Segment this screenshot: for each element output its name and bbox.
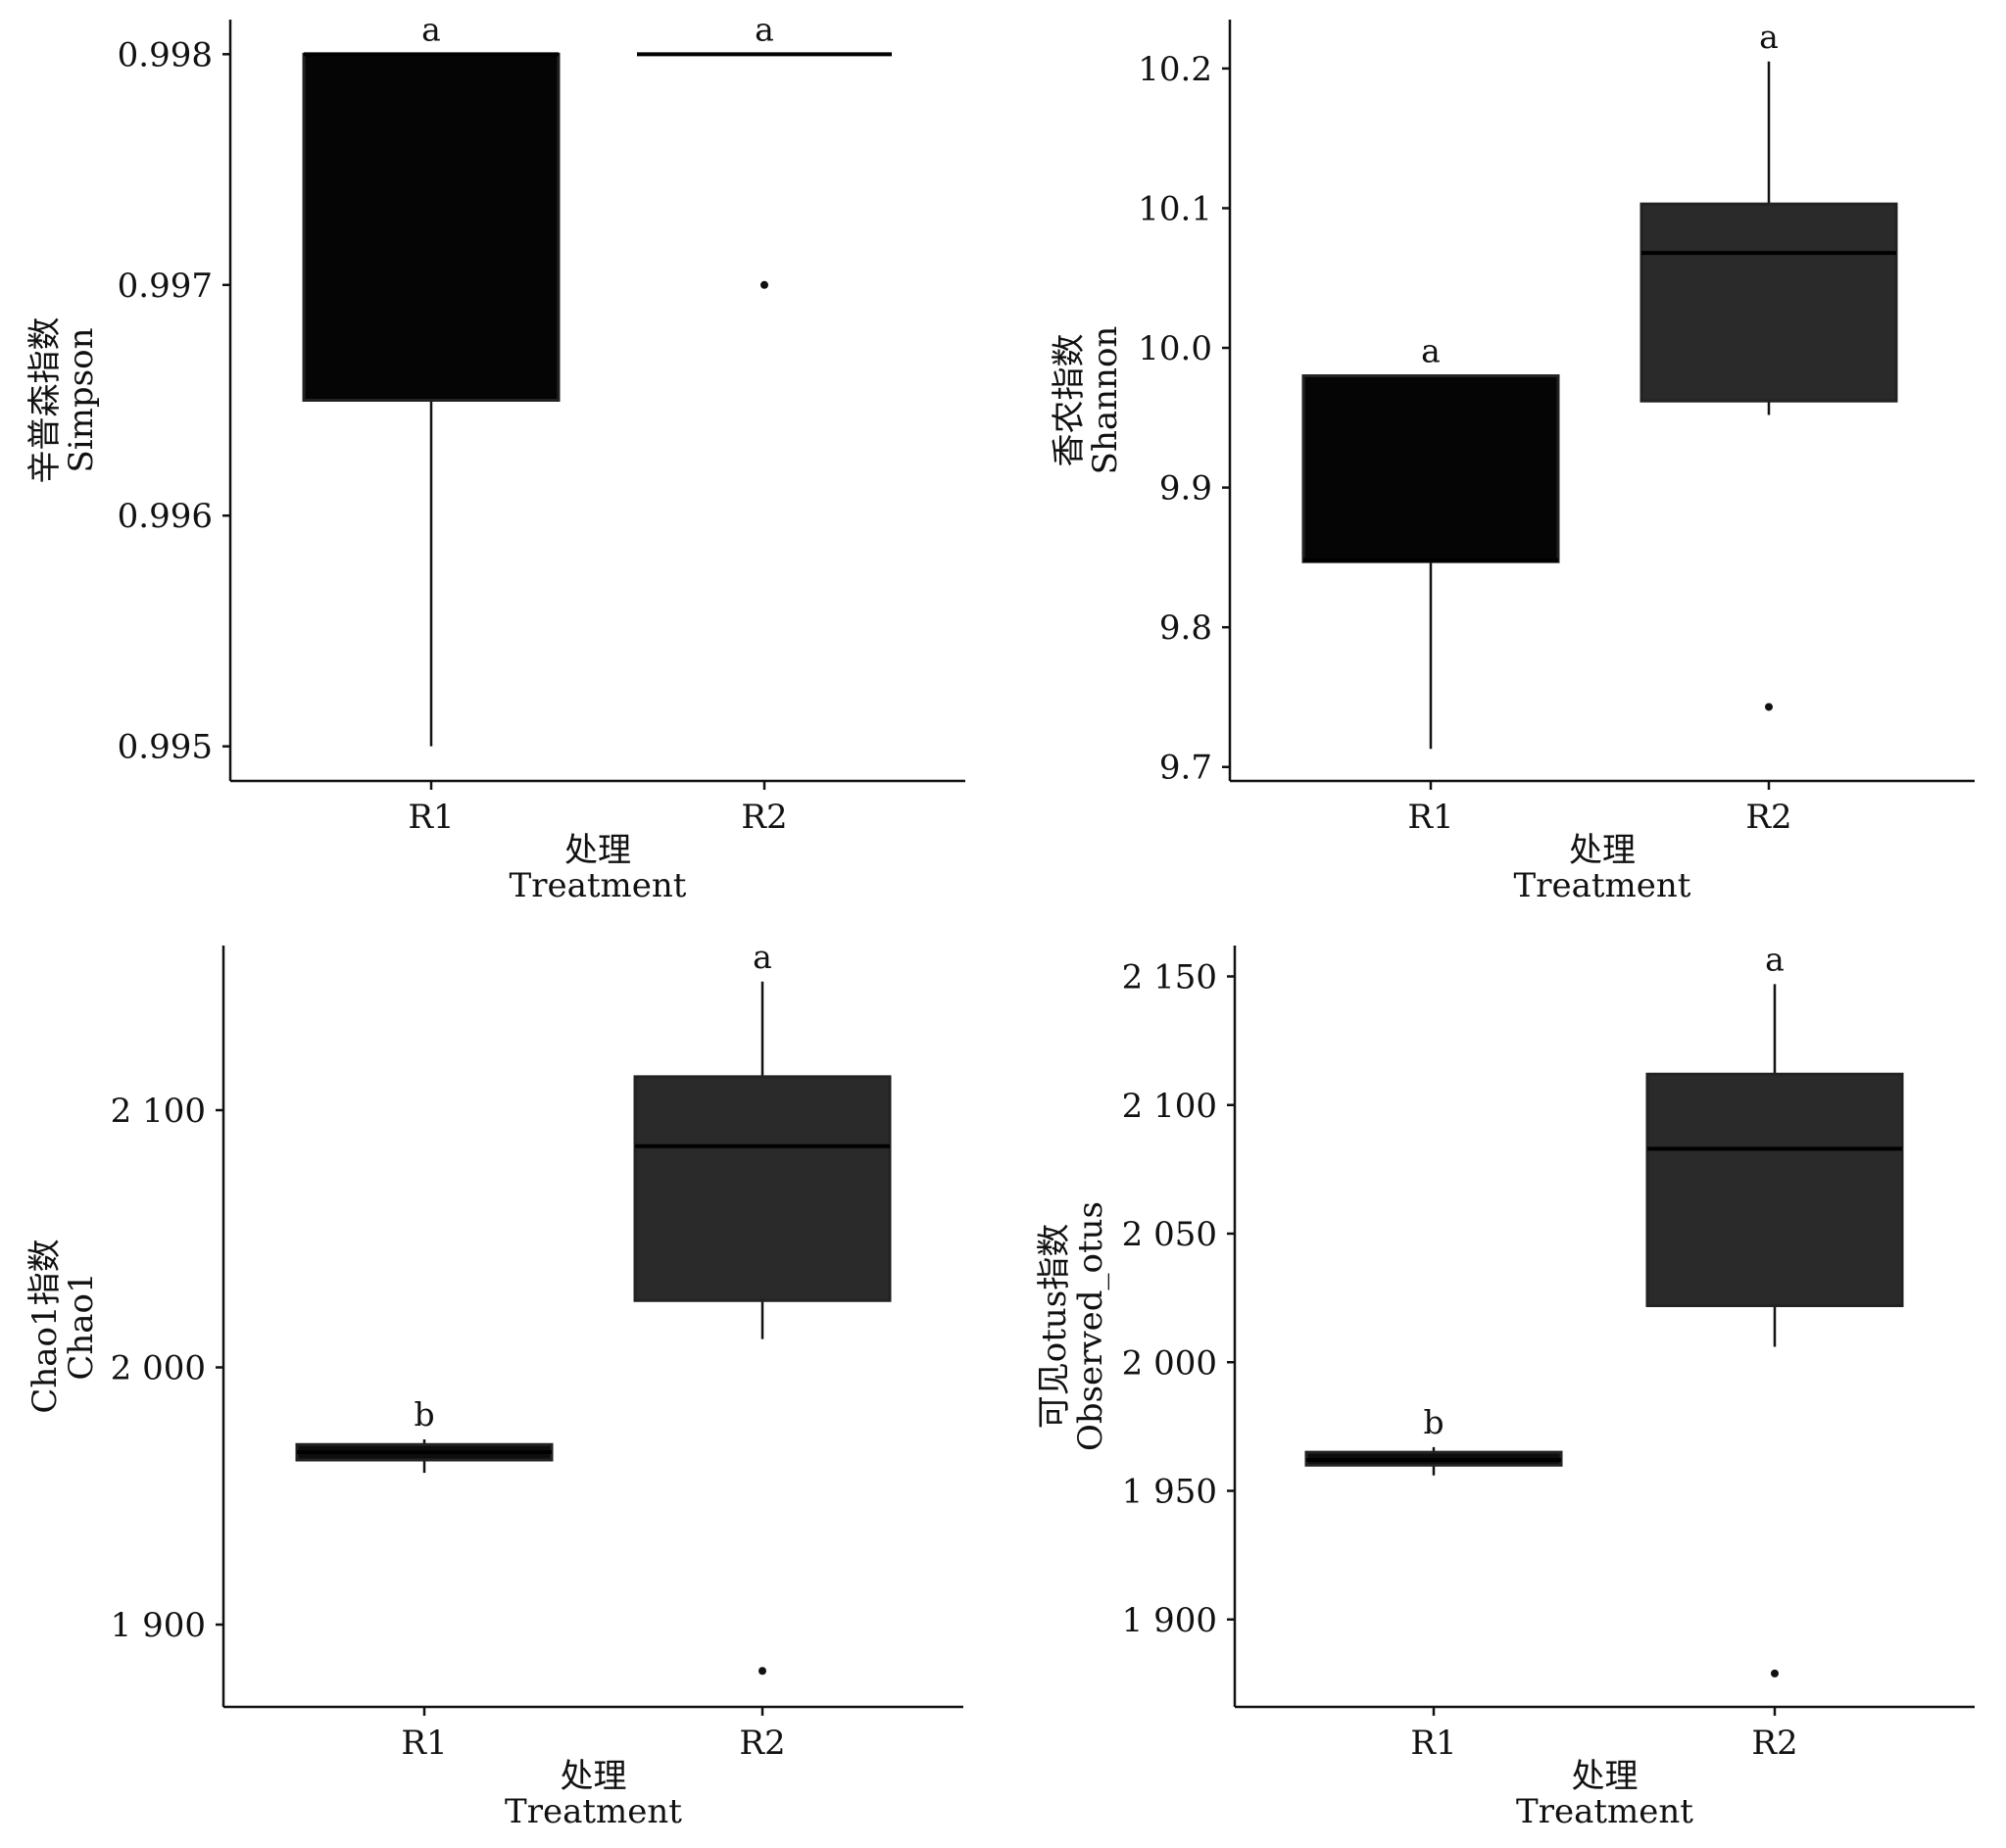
box-r1: a <box>302 10 561 747</box>
y-tick-label: 1 900 <box>1122 1601 1217 1640</box>
y-tick-label: 10.2 <box>1138 50 1212 89</box>
significance-label: a <box>755 10 774 48</box>
x-tick-label: R1 <box>408 798 454 837</box>
y-tick-label: 9.7 <box>1159 749 1212 788</box>
x-axis-title-cn: 处理 <box>1569 831 1636 870</box>
x-tick-label: R2 <box>1745 798 1791 837</box>
chart-panel-4: 1 900 1 950 2 000 2 050 2 100 2 150 R1 R2 处理Trea… <box>1035 940 1975 1831</box>
box-body <box>1639 202 1898 403</box>
y-tick-label: 0.998 <box>118 35 213 74</box>
x-tick-label: R1 <box>1407 798 1453 837</box>
x-axis-title-cn: 处理 <box>1572 1757 1639 1796</box>
x-axis-title-en: Treatment <box>505 1792 682 1831</box>
y-axis-title-en: Shannon <box>1086 326 1125 475</box>
x-axis-title-en: Treatment <box>1516 1792 1693 1831</box>
y-tick-label: 0.995 <box>118 728 213 767</box>
y-tick-label: 2 000 <box>111 1349 206 1388</box>
y-tick-label: 2 150 <box>1122 958 1217 997</box>
box-body <box>302 52 561 403</box>
y-tick-label: 9.8 <box>1159 608 1212 648</box>
y-axis-title-cn: 可见otus指数 <box>1035 1224 1074 1429</box>
outlier-point <box>1765 703 1773 711</box>
significance-label: a <box>1759 18 1779 56</box>
significance-label: b <box>414 1395 434 1434</box>
box-r2: a <box>633 938 892 1676</box>
y-tick-label: 2 050 <box>1122 1215 1217 1254</box>
significance-label: a <box>753 938 772 976</box>
x-tick-label: R2 <box>1751 1724 1797 1763</box>
y-tick-label: 1 900 <box>111 1606 206 1645</box>
y-tick-label: 2 100 <box>1122 1087 1217 1126</box>
significance-label: a <box>421 10 441 48</box>
x-axis-title-en: Treatment <box>510 866 687 905</box>
box-r2: a <box>1645 940 1904 1678</box>
y-tick-label: 0.997 <box>118 267 213 306</box>
significance-label: a <box>1765 940 1785 978</box>
outlier-point <box>1771 1669 1779 1678</box>
outlier-point <box>760 280 768 289</box>
box-body <box>1645 1072 1904 1307</box>
y-tick-label: 10.1 <box>1138 189 1212 228</box>
x-tick-label: R2 <box>741 798 787 837</box>
y-tick-label: 9.9 <box>1159 469 1212 509</box>
x-axis-title-en: Treatment <box>1514 866 1691 905</box>
x-tick-label: R1 <box>401 1724 447 1763</box>
box-r1: b <box>1304 1403 1563 1476</box>
x-tick-label: R1 <box>1410 1724 1456 1763</box>
significance-label: a <box>1421 332 1441 370</box>
x-axis-title-cn: 处理 <box>564 831 631 870</box>
y-axis-title-cn: 香农指数 <box>1050 334 1089 467</box>
box-r2: a <box>637 10 892 289</box>
y-tick-label: 0.996 <box>118 497 213 536</box>
box-r2: a <box>1639 18 1898 711</box>
y-axis-title-en: Simpson <box>62 328 101 473</box>
box-r1: a <box>1301 332 1560 750</box>
y-axis-title-cn: 辛普森指数 <box>25 317 65 484</box>
y-tick-label: 1 950 <box>1122 1473 1217 1512</box>
box-r1: b <box>295 1395 554 1474</box>
y-axis-title-en: Chao1 <box>62 1272 101 1380</box>
y-tick-label: 2 000 <box>1122 1343 1217 1383</box>
y-tick-label: 10.0 <box>1138 329 1212 368</box>
x-tick-label: R2 <box>739 1724 785 1763</box>
x-axis-title-cn: 处理 <box>561 1757 627 1796</box>
box-body <box>633 1075 892 1302</box>
box-body <box>1301 374 1560 563</box>
y-tick-label: 2 100 <box>111 1092 206 1131</box>
y-axis-title-en: Observed_otus <box>1071 1201 1110 1451</box>
outlier-point <box>758 1667 766 1676</box>
y-axis-title-cn: Chao1指数 <box>25 1239 65 1413</box>
significance-label: b <box>1423 1403 1443 1441</box>
